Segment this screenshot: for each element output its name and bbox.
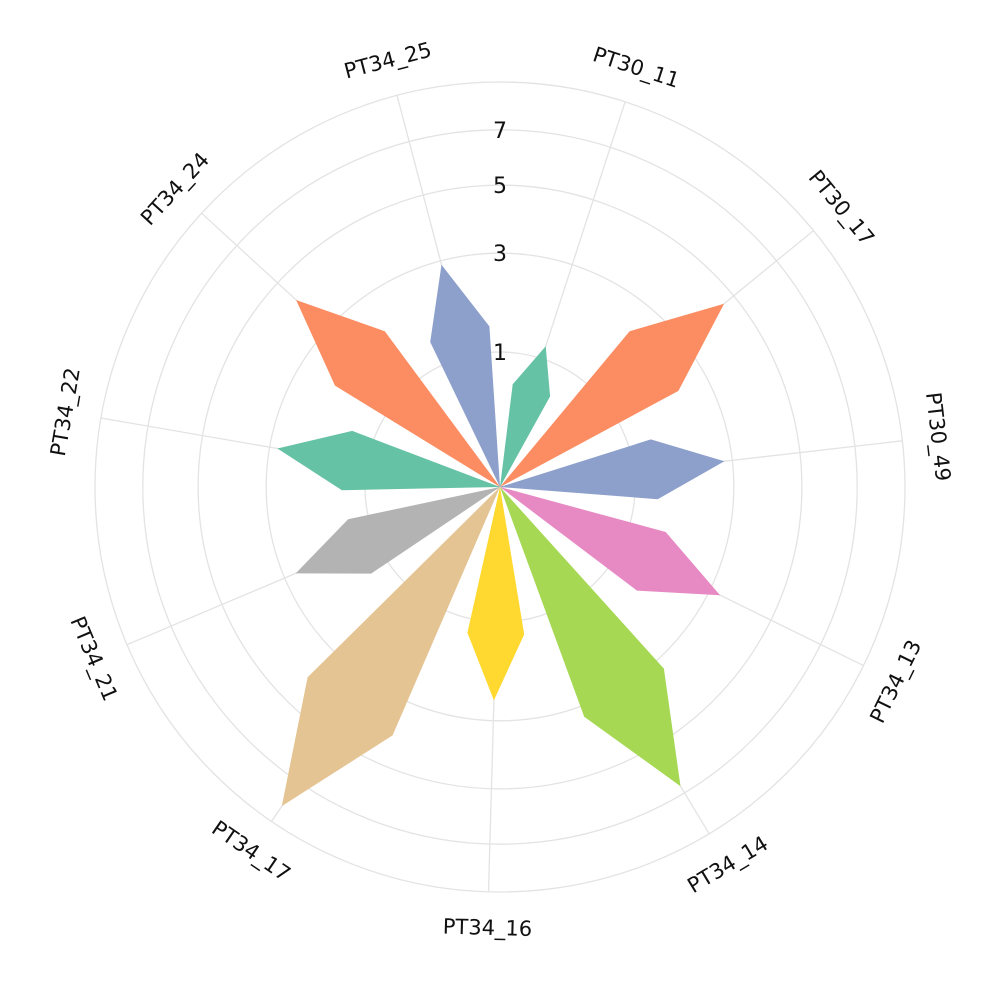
category-label: PT34_21 — [64, 613, 122, 705]
category-label: PT34_25 — [341, 38, 434, 85]
category-label: PT34_13 — [865, 636, 927, 727]
category-label: PT30_11 — [590, 42, 683, 93]
category-label: PT30_49 — [920, 391, 955, 483]
radial-tick-label: 7 — [493, 119, 507, 144]
category-label: PT34_16 — [442, 915, 532, 942]
radial-tick-label: 5 — [493, 174, 507, 199]
radial-tick-labels: 1 3 5 7 — [493, 119, 507, 366]
radial-tick-label: 1 — [493, 341, 507, 366]
category-label: PT34_22 — [46, 366, 86, 458]
category-label: PT34_17 — [207, 816, 295, 887]
category-label: PT30_17 — [803, 166, 879, 251]
category-label: PT34_24 — [136, 148, 215, 231]
radial-tick-label: 3 — [493, 242, 507, 267]
